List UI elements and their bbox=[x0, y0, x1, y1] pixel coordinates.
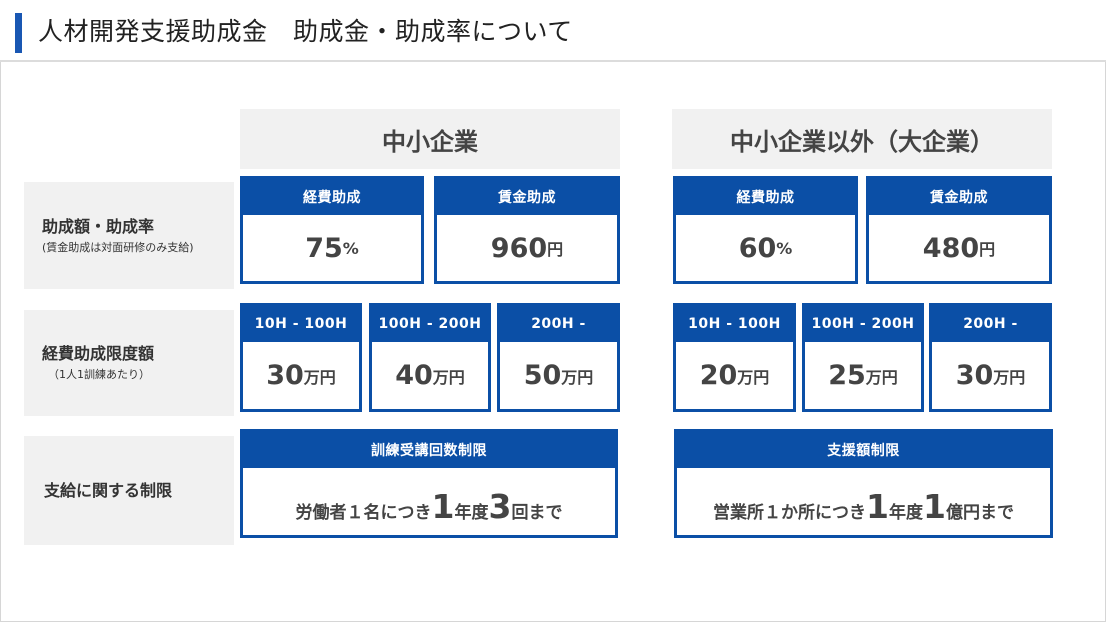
header: 人材開発支援助成金 助成金・助成率について bbox=[0, 0, 1106, 62]
row-label-rate-sub: (賃金助成は対面研修のみ支給) bbox=[42, 240, 194, 254]
sme-limit-1-value: 30 bbox=[266, 360, 304, 391]
large-restriction-text-3: 億円まで bbox=[945, 503, 1014, 523]
large-wage-body: 480 円 bbox=[869, 215, 1049, 281]
large-wage-unit: 円 bbox=[979, 240, 996, 259]
group-title-sme: 中小企業 bbox=[240, 109, 620, 169]
sme-expense-body: 75% bbox=[243, 215, 421, 281]
large-restriction-body: 営業所１か所につき 1 年度 1 億円まで bbox=[677, 468, 1050, 535]
large-expense-box: 経費助成 60% bbox=[673, 176, 858, 284]
sme-limit-1-unit: 万円 bbox=[303, 367, 336, 387]
sme-limit-1-body: 30 万円 bbox=[243, 342, 359, 409]
sme-limit-3-body: 50 万円 bbox=[500, 342, 617, 409]
row-label-limit-main: 経費助成限度額 bbox=[42, 344, 155, 363]
large-restriction-box: 支援額制限 営業所１か所につき 1 年度 1 億円まで bbox=[674, 429, 1053, 538]
sme-limit-2-box: 100H - 200H 40 万円 bbox=[369, 303, 491, 412]
large-limit-1-unit: 万円 bbox=[737, 367, 770, 387]
group-title-large: 中小企業以外（大企業） bbox=[672, 109, 1052, 169]
sme-limit-1-head: 10H - 100H bbox=[243, 306, 359, 342]
large-limit-1-head: 10H - 100H bbox=[676, 306, 793, 342]
large-restriction-num-2: 1 bbox=[923, 487, 946, 526]
sme-restriction-text-2: 年度 bbox=[454, 503, 489, 523]
large-limit-3-body: 30 万円 bbox=[932, 342, 1049, 409]
large-expense-head: 経費助成 bbox=[676, 179, 855, 215]
sme-limit-2-head: 100H - 200H bbox=[372, 306, 488, 342]
large-limit-1-box: 10H - 100H 20 万円 bbox=[673, 303, 796, 412]
sme-expense-head: 経費助成 bbox=[243, 179, 421, 215]
large-limit-2-box: 100H - 200H 25 万円 bbox=[802, 303, 924, 412]
sme-restriction-num-2: 3 bbox=[488, 487, 512, 526]
sme-limit-3-head: 200H - bbox=[500, 306, 617, 342]
row-label-restrict: 支給に関する制限 bbox=[24, 436, 234, 545]
sme-expense-box: 経費助成 75% bbox=[240, 176, 424, 284]
sme-expense-value: 75 bbox=[305, 232, 343, 264]
large-limit-2-unit: 万円 bbox=[865, 367, 898, 387]
sme-restriction-num-1: 1 bbox=[431, 487, 455, 526]
row-label-restrict-main: 支給に関する制限 bbox=[44, 480, 173, 500]
sme-limit-2-value: 40 bbox=[395, 360, 433, 391]
large-expense-unit: % bbox=[776, 238, 793, 258]
large-limit-1-body: 20 万円 bbox=[676, 342, 793, 409]
sme-restriction-head: 訓練受講回数制限 bbox=[243, 432, 615, 468]
large-limit-2-value: 25 bbox=[828, 360, 866, 391]
sme-restriction-box: 訓練受講回数制限 労働者１名につき 1 年度 3 回まで bbox=[240, 429, 618, 538]
sme-wage-box: 賃金助成 960 円 bbox=[434, 176, 620, 284]
large-limit-1-value: 20 bbox=[699, 360, 738, 391]
sme-limit-3-unit: 万円 bbox=[561, 367, 594, 387]
row-label-rate: 助成額・助成率 (賃金助成は対面研修のみ支給) bbox=[24, 182, 234, 289]
row-label-limit-sub: （1人1訓練あたり） bbox=[48, 368, 150, 381]
sme-wage-unit: 円 bbox=[547, 240, 564, 259]
sme-wage-value: 960 bbox=[490, 232, 548, 264]
sme-restriction-body: 労働者１名につき 1 年度 3 回まで bbox=[243, 468, 615, 535]
sme-restriction-text-3: 回まで bbox=[511, 503, 563, 523]
large-wage-box: 賃金助成 480 円 bbox=[866, 176, 1052, 284]
sme-limit-2-unit: 万円 bbox=[432, 367, 465, 387]
page-title: 人材開発支援助成金 助成金・助成率について bbox=[38, 17, 573, 46]
sme-wage-head: 賃金助成 bbox=[437, 179, 617, 215]
sme-limit-3-box: 200H - 50 万円 bbox=[497, 303, 620, 412]
large-expense-body: 60% bbox=[676, 215, 855, 281]
header-accent-bar bbox=[15, 13, 22, 53]
large-limit-2-body: 25 万円 bbox=[805, 342, 921, 409]
large-wage-value: 480 bbox=[922, 232, 980, 264]
row-label-rate-main: 助成額・助成率 bbox=[42, 216, 155, 236]
large-restriction-text-1: 営業所１か所につき bbox=[713, 503, 867, 523]
sme-limit-2-body: 40 万円 bbox=[372, 342, 488, 409]
large-limit-3-head: 200H - bbox=[932, 306, 1049, 342]
row-label-limit: 経費助成限度額 （1人1訓練あたり） bbox=[24, 310, 234, 416]
large-limit-3-unit: 万円 bbox=[993, 367, 1026, 387]
large-expense-value: 60 bbox=[738, 232, 777, 264]
sme-expense-unit: % bbox=[342, 238, 359, 258]
sme-limit-1-box: 10H - 100H 30 万円 bbox=[240, 303, 362, 412]
large-restriction-head: 支援額制限 bbox=[677, 432, 1050, 468]
large-restriction-text-2: 年度 bbox=[889, 503, 923, 523]
sme-limit-3-value: 50 bbox=[523, 360, 562, 391]
large-limit-3-box: 200H - 30 万円 bbox=[929, 303, 1052, 412]
large-limit-2-head: 100H - 200H bbox=[805, 306, 921, 342]
sme-wage-body: 960 円 bbox=[437, 215, 617, 281]
sme-restriction-text-1: 労働者１名につき bbox=[295, 503, 432, 523]
large-limit-3-value: 30 bbox=[955, 360, 994, 391]
large-wage-head: 賃金助成 bbox=[869, 179, 1049, 215]
large-restriction-num-1: 1 bbox=[866, 487, 889, 526]
